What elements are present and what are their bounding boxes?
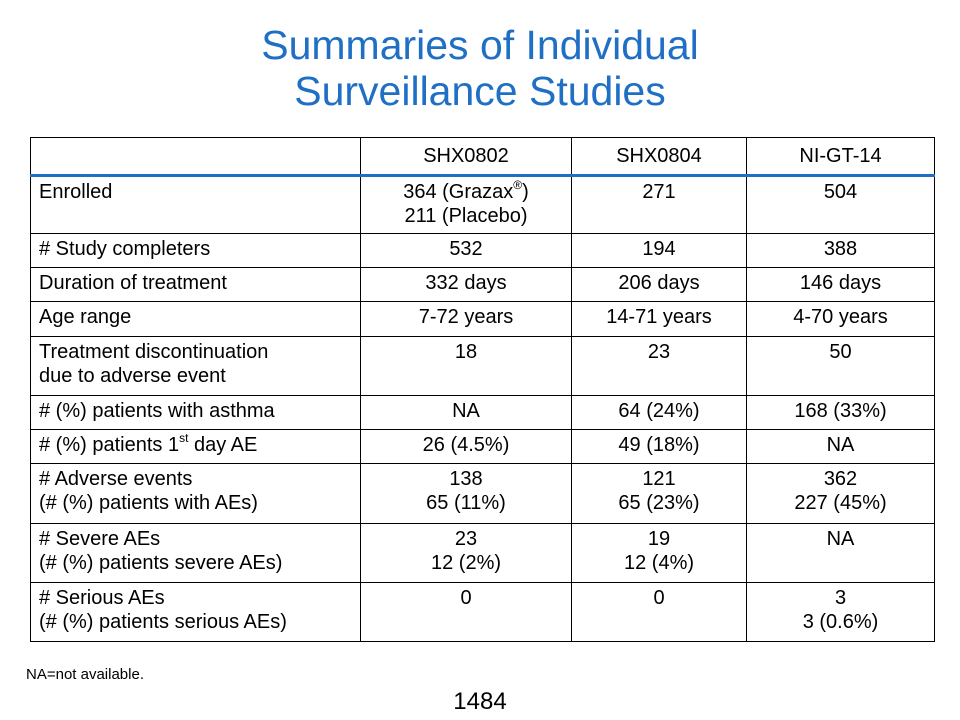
row-label: # (%) patients 1st day AE — [30, 429, 361, 464]
table-cell: 19 12 (4%) — [571, 523, 747, 583]
table-cell: NA — [746, 523, 935, 583]
table-cell: 504 — [746, 175, 935, 234]
table-cell: 4-70 years — [746, 301, 935, 337]
table-cell: 168 (33%) — [746, 395, 935, 430]
table-cell: 18 — [360, 336, 572, 396]
table-row: # (%) patients with asthma NA 64 (24%) 1… — [30, 395, 935, 430]
row-label: # Serious AEs (# (%) patients serious AE… — [30, 582, 361, 642]
table-row: Duration of treatment 332 days 206 days … — [30, 267, 935, 302]
table-cell: 388 — [746, 233, 935, 268]
table-row: # Severe AEs (# (%) patients severe AEs)… — [30, 523, 935, 583]
table-cell: 532 — [360, 233, 572, 268]
table-row: Treatment discontinuation due to adverse… — [30, 336, 935, 396]
table-cell: 146 days — [746, 267, 935, 302]
table-row: Enrolled 364 (Grazax®) 211 (Placebo) 271… — [30, 175, 935, 234]
table-row: # Serious AEs (# (%) patients serious AE… — [30, 582, 935, 642]
table-cell: 0 — [360, 582, 572, 642]
row-label: # Adverse events (# (%) patients with AE… — [30, 463, 361, 524]
header-cell-empty — [30, 137, 361, 177]
table-row: # Study completers 532 194 388 — [30, 233, 935, 268]
title-line-1: Summaries of Individual — [261, 22, 699, 68]
row-label: Duration of treatment — [30, 267, 361, 302]
table-row: Age range 7-72 years 14-71 years 4-70 ye… — [30, 301, 935, 337]
header-cell-ni-gt-14: NI-GT-14 — [746, 137, 935, 177]
header-cell-shx0804: SHX0804 — [571, 137, 747, 177]
table-cell: 206 days — [571, 267, 747, 302]
table-cell: 26 (4.5%) — [360, 429, 572, 464]
row-label: # Severe AEs (# (%) patients severe AEs) — [30, 523, 361, 583]
table-cell: 271 — [571, 175, 747, 234]
table-cell: 7-72 years — [360, 301, 572, 337]
slide-title: Summaries of Individual Surveillance Stu… — [0, 22, 960, 114]
table-row: # Adverse events (# (%) patients with AE… — [30, 463, 935, 524]
table-header-row: SHX0802 SHX0804 NI-GT-14 — [30, 137, 935, 177]
footnote: NA=not available. — [26, 666, 144, 683]
table-cell: NA — [360, 395, 572, 430]
table-row: # (%) patients 1st day AE 26 (4.5%) 49 (… — [30, 429, 935, 464]
table-cell: 332 days — [360, 267, 572, 302]
table-cell: 0 — [571, 582, 747, 642]
registered-mark: ® — [513, 178, 523, 192]
table-cell: 14-71 years — [571, 301, 747, 337]
table-cell: NA — [746, 429, 935, 464]
row-label: Age range — [30, 301, 361, 337]
table-cell: 364 (Grazax®) 211 (Placebo) — [360, 175, 572, 234]
row-label: # (%) patients with asthma — [30, 395, 361, 430]
row-label: Enrolled — [30, 175, 361, 234]
table-cell: 49 (18%) — [571, 429, 747, 464]
table-cell: 194 — [571, 233, 747, 268]
page-number: 1484 — [453, 688, 507, 715]
title-line-2: Surveillance Studies — [294, 68, 666, 114]
table-cell: 138 65 (11%) — [360, 463, 572, 524]
table-cell: 64 (24%) — [571, 395, 747, 430]
header-cell-shx0802: SHX0802 — [360, 137, 572, 177]
table-cell: 23 12 (2%) — [360, 523, 572, 583]
table-cell: 121 65 (23%) — [571, 463, 747, 524]
table-cell: 23 — [571, 336, 747, 396]
row-label: # Study completers — [30, 233, 361, 268]
row-label: Treatment discontinuation due to adverse… — [30, 336, 361, 396]
table-cell: 50 — [746, 336, 935, 396]
surveillance-studies-table: SHX0802 SHX0804 NI-GT-14 Enrolled 364 (G… — [30, 137, 935, 642]
table-cell: 362 227 (45%) — [746, 463, 935, 524]
